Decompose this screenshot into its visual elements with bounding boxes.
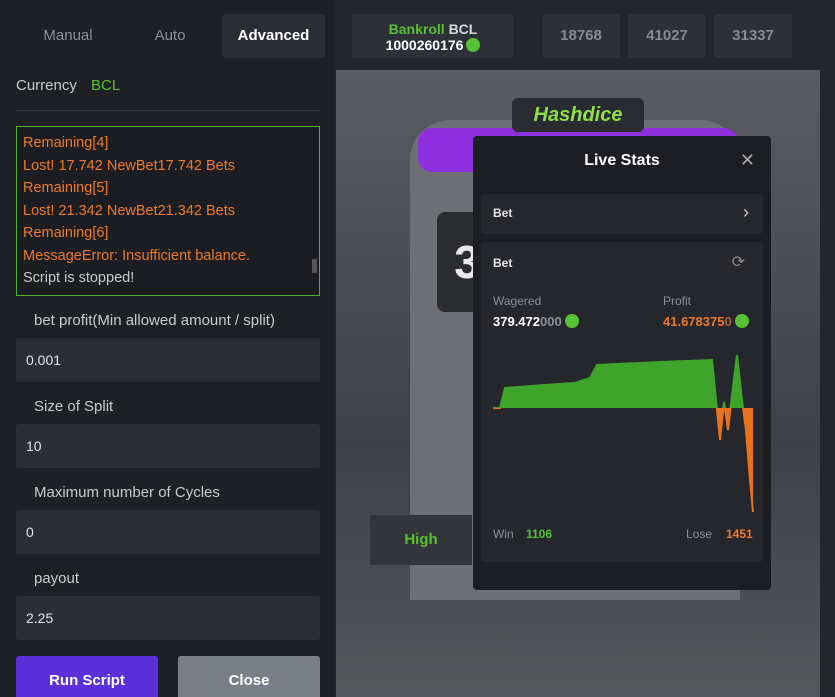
chevron: ›: [743, 202, 749, 222]
log-line: MessageError: Insufficient balance.: [23, 247, 251, 264]
currency-value[interactable]: BCL: [91, 77, 121, 94]
field-input[interactable]: 0.001: [16, 338, 320, 382]
field-label: bet profit(Min allowed amount / split): [34, 312, 275, 329]
field-label: payout: [34, 570, 80, 587]
log-line: Lost! 17.742 NewBet17.742 Bets: [23, 157, 236, 174]
lose-label: Lose: [686, 527, 713, 541]
header-number[interactable]: 41027: [628, 14, 706, 58]
tab[interactable]: Manual: [43, 27, 93, 44]
close-icon[interactable]: ✕: [739, 150, 755, 170]
field-label: Size of Split: [34, 398, 114, 415]
log-line: Script is stopped!: [23, 270, 135, 286]
win-value: 1106: [526, 527, 553, 541]
lose-value: 1451: [726, 527, 753, 541]
divider: [16, 110, 320, 111]
log-line: Lost! 21.342 NewBet21.342 Bets: [23, 202, 236, 219]
bankroll-amount: 1000260176: [385, 37, 464, 53]
log-line: Remaining[6]: [23, 225, 109, 241]
profit: 41.6783750: [663, 314, 749, 329]
profit-value: 41.678375: [663, 314, 725, 329]
bankroll-currency: BCL: [448, 21, 478, 37]
log-line: Remaining[5]: [23, 180, 109, 196]
stat-select[interactable]: Bet ›: [481, 194, 763, 234]
field-input[interactable]: 0: [16, 510, 320, 554]
run-script-button[interactable]: Run Script: [16, 656, 158, 697]
scrollbar: [312, 259, 317, 273]
field-input[interactable]: 2.25: [16, 596, 320, 640]
profit-chart: [493, 354, 754, 513]
coin-icon: [734, 314, 749, 328]
section-title: Bet: [493, 256, 513, 270]
header-number[interactable]: 18768: [542, 14, 620, 58]
field-input[interactable]: 10: [16, 424, 320, 468]
wagered-pad: 000: [540, 314, 562, 329]
win-label: Win: [493, 527, 514, 541]
wagered: 379.472000: [493, 314, 579, 329]
refresh-icon[interactable]: ⟳: [731, 254, 745, 271]
profit-area-positive: [493, 355, 753, 408]
live-stats-title: Live Stats: [584, 152, 660, 169]
field-label: Maximum number of Cycles: [34, 484, 220, 501]
tab-active[interactable]: Advanced: [222, 14, 325, 58]
bankroll-label: Bankroll: [388, 21, 445, 37]
tab[interactable]: Auto: [154, 27, 186, 44]
profit-line-positive: [493, 354, 745, 408]
bankroll-box: Bankroll BCL 1000260176: [352, 14, 514, 58]
script-log: Remaining[4] Lost! 17.742 NewBet17.742 Be…: [16, 126, 320, 296]
currency-label: Currency: [16, 77, 77, 94]
live-stats-panel: Live Stats ✕ Bet › Bet ⟳ Wagered 379.472…: [473, 136, 771, 590]
log-line: Remaining[4]: [23, 135, 109, 151]
profit-label: Profit: [663, 294, 692, 308]
dropdown-label: Bet: [493, 206, 513, 220]
high-button[interactable]: High: [370, 515, 472, 565]
logo: Hashdice: [512, 98, 644, 132]
wagered-label: Wagered: [493, 294, 542, 308]
header-number[interactable]: 31337: [714, 14, 792, 58]
coin-icon: [564, 314, 579, 328]
wagered-value: 379.472: [493, 314, 540, 329]
close-button[interactable]: Close: [178, 656, 320, 697]
coin-icon: [466, 38, 481, 52]
profit-pad: 0: [724, 314, 732, 329]
